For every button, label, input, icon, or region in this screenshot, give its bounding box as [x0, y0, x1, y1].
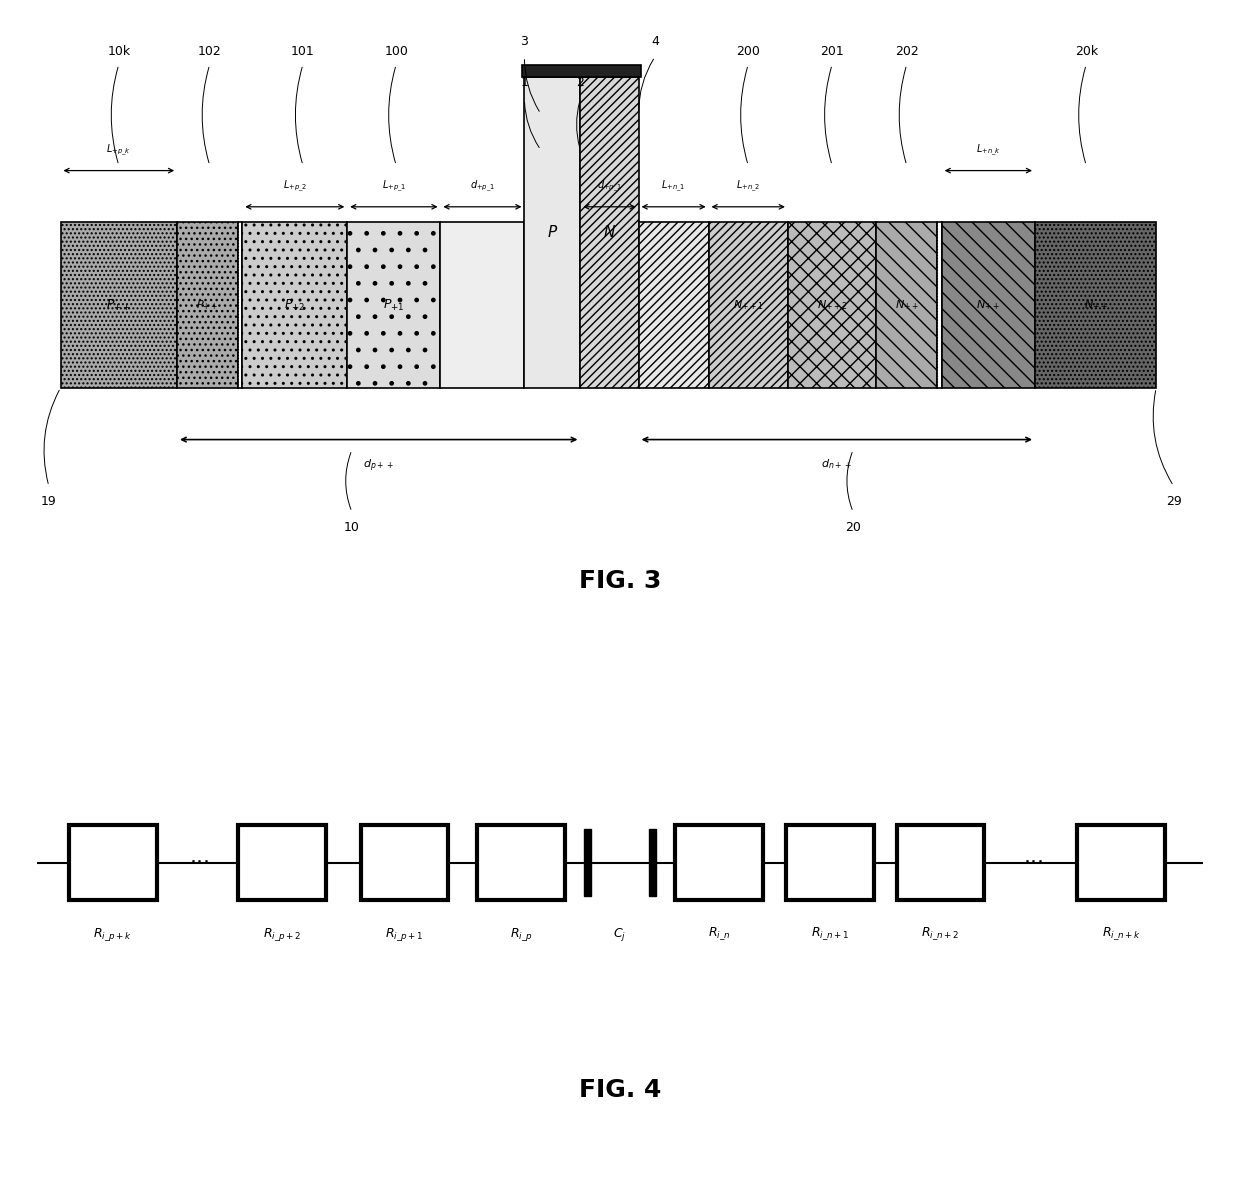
Bar — [477, 825, 564, 900]
Bar — [941, 223, 1035, 387]
Text: $R_{i\_n+1}$: $R_{i\_n+1}$ — [811, 926, 849, 942]
Text: $N_{++}$: $N_{++}$ — [976, 298, 1001, 312]
Text: $R_{i\_n+k}$: $R_{i\_n+k}$ — [1101, 926, 1141, 942]
Text: $P_{++}$: $P_{++}$ — [196, 298, 218, 312]
Bar — [440, 223, 525, 387]
Text: $L_{+n\_1}$: $L_{+n\_1}$ — [661, 179, 686, 194]
Text: 19: 19 — [41, 496, 57, 508]
Text: $R_{i\_n+2}$: $R_{i\_n+2}$ — [921, 926, 960, 942]
Text: $d_{p++}$: $d_{p++}$ — [363, 457, 394, 474]
Text: $N_{++1}$: $N_{++1}$ — [733, 298, 764, 312]
Text: $C_j$: $C_j$ — [614, 926, 626, 943]
Bar — [1035, 223, 1156, 387]
Text: 2: 2 — [577, 76, 584, 89]
Text: ···: ··· — [190, 853, 211, 872]
Text: $P_{+1}$: $P_{+1}$ — [383, 297, 404, 313]
Bar — [877, 223, 937, 387]
Bar — [897, 825, 985, 900]
Bar — [347, 223, 440, 387]
Bar — [584, 829, 591, 896]
Text: 20: 20 — [846, 521, 861, 534]
Bar — [238, 825, 326, 900]
Text: P: P — [548, 225, 557, 241]
Text: $P_{++}$: $P_{++}$ — [107, 297, 131, 313]
Text: $R_{i\_n}$: $R_{i\_n}$ — [708, 926, 730, 942]
Text: $N_{++}$: $N_{++}$ — [1084, 298, 1107, 312]
Text: 20k: 20k — [1075, 45, 1097, 58]
Text: $R_{i\_p}$: $R_{i\_p}$ — [510, 926, 532, 943]
Text: FIG. 4: FIG. 4 — [579, 1078, 661, 1102]
Text: $L_{+p\_k}$: $L_{+p\_k}$ — [107, 142, 131, 158]
Text: 102: 102 — [198, 45, 222, 58]
Text: 1: 1 — [521, 76, 528, 89]
Bar — [676, 825, 763, 900]
Bar — [786, 825, 873, 900]
Text: N: N — [604, 225, 615, 241]
Bar — [639, 223, 708, 387]
Text: 10k: 10k — [107, 45, 130, 58]
Text: $L_{+p\_1}$: $L_{+p\_1}$ — [382, 179, 407, 194]
Text: 201: 201 — [821, 45, 844, 58]
Bar — [580, 77, 639, 387]
Text: 101: 101 — [291, 45, 315, 58]
Bar — [238, 223, 242, 387]
Bar — [787, 223, 877, 387]
Text: $L_{+n\_2}$: $L_{+n\_2}$ — [737, 179, 760, 194]
Bar — [522, 65, 641, 77]
Text: 4: 4 — [651, 35, 658, 48]
Text: 100: 100 — [384, 45, 408, 58]
Text: 202: 202 — [895, 45, 919, 58]
Bar — [69, 825, 156, 900]
Text: FIG. 3: FIG. 3 — [579, 569, 661, 593]
Text: $R_{i\_p+2}$: $R_{i\_p+2}$ — [263, 926, 301, 943]
Text: $d_{+n\_1}$: $d_{+n\_1}$ — [596, 179, 622, 194]
Text: $d_{+p\_1}$: $d_{+p\_1}$ — [470, 179, 495, 194]
Text: $d_{n++}$: $d_{n++}$ — [821, 457, 852, 472]
Text: 29: 29 — [1166, 496, 1182, 508]
Text: ···: ··· — [1023, 853, 1044, 872]
Text: $R_{i\_p+1}$: $R_{i\_p+1}$ — [386, 926, 424, 943]
Bar — [708, 223, 787, 387]
Text: $L_{+n\_k}$: $L_{+n\_k}$ — [976, 142, 1001, 158]
Bar — [525, 77, 580, 387]
Bar — [650, 829, 656, 896]
Text: $N_{++}$: $N_{++}$ — [895, 298, 919, 312]
Bar — [937, 223, 941, 387]
Text: $L_{+p\_2}$: $L_{+p\_2}$ — [283, 179, 308, 194]
Bar — [1078, 825, 1164, 900]
Text: 10: 10 — [343, 521, 360, 534]
Bar — [361, 825, 448, 900]
Text: $R_{i\_p+k}$: $R_{i\_p+k}$ — [93, 926, 133, 943]
Bar — [242, 223, 347, 387]
Text: $P_{+2}$: $P_{+2}$ — [284, 297, 305, 313]
Text: 3: 3 — [521, 35, 528, 48]
Bar — [177, 223, 238, 387]
Text: 200: 200 — [737, 45, 760, 58]
Bar — [61, 223, 177, 387]
Text: $N_{++2}$: $N_{++2}$ — [817, 298, 847, 312]
